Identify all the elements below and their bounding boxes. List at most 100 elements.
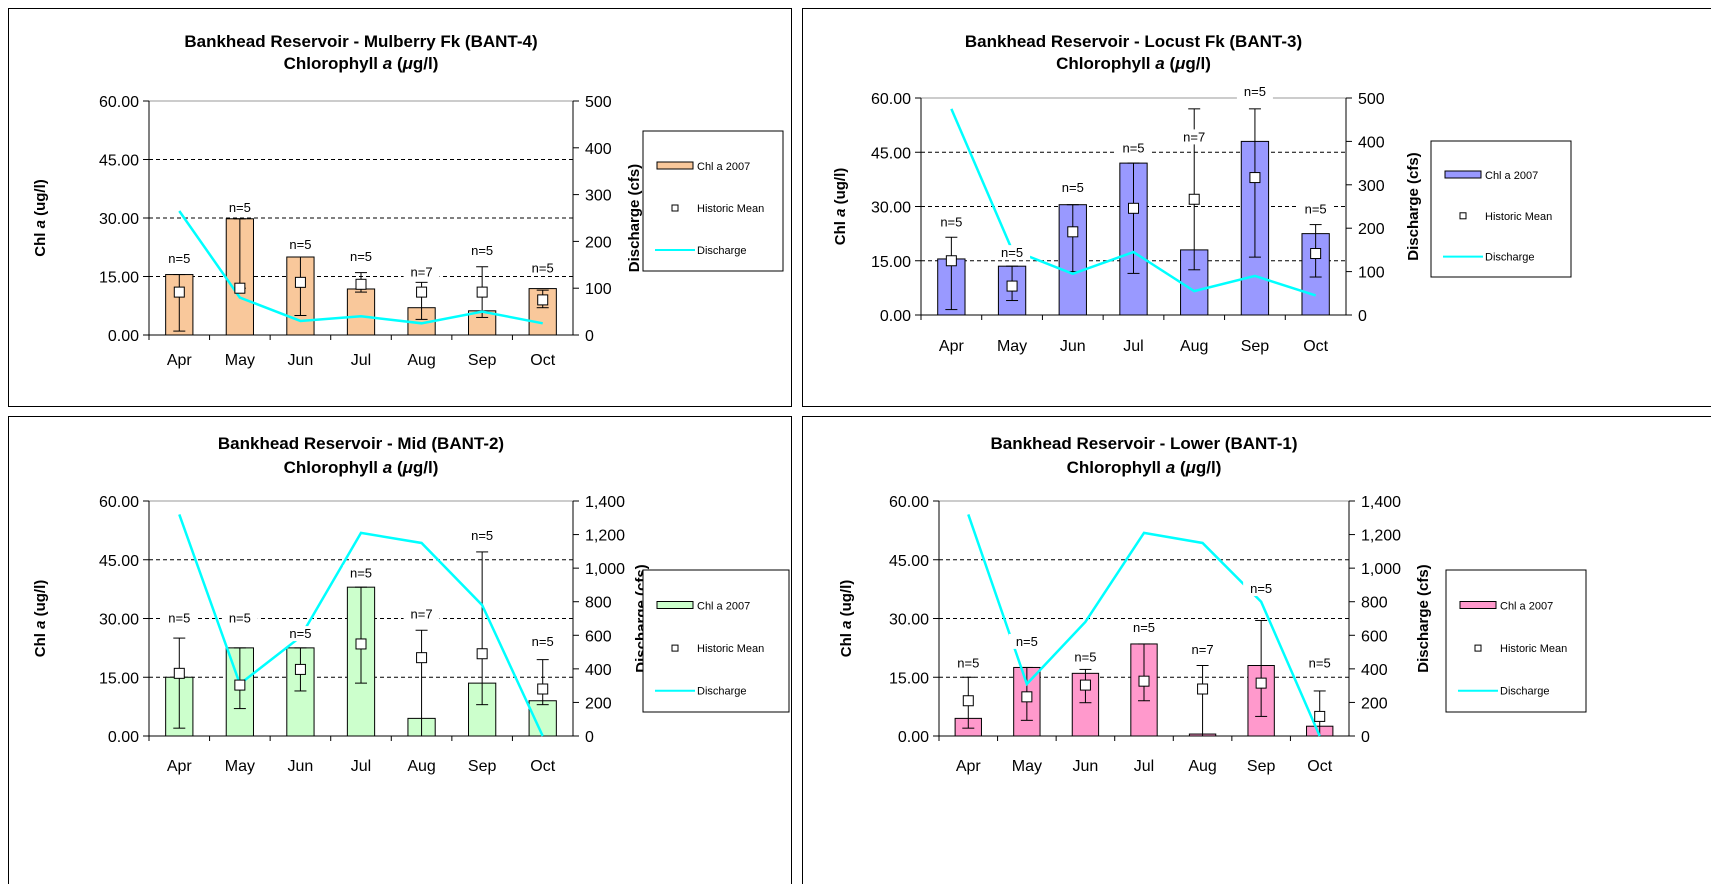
legend-bar-swatch [656,161,694,170]
chart-subtitle: Chlorophyll a (μg/l) [1056,54,1211,73]
legend-box [1445,569,1587,713]
subtitle-text: Chlorophyll [284,458,383,477]
y2-tick-label: 400 [585,141,612,158]
y2-tick-label: 200 [1358,221,1385,238]
legend-mean-swatch [1459,212,1467,220]
chart-svg-bant-4: Bankhead Reservoir - Mulberry Fk (BANT-4… [32,32,784,369]
historic-mean-marker [294,663,306,675]
y-axis-label: Chl a (ug/l) [832,168,849,246]
historic-mean-marker [1249,172,1261,184]
n-label-bg [161,610,198,626]
chart-subtitle: Chlorophyll a (μg/l) [284,54,439,73]
y-tick-label: 30.00 [889,612,929,629]
y-tick-label: 60.00 [99,494,139,511]
n-label: n=5 [1016,634,1038,649]
legend-mean-swatch [671,204,679,212]
y2-tick-label: 200 [585,234,612,251]
bar-oct [528,700,557,737]
chart-title: Bankhead Reservoir - Locust Fk (BANT-3) [965,32,1302,51]
legend-bar-swatch [1459,601,1497,609]
n-label-bg [464,243,501,259]
historic-mean-marker [1188,193,1200,205]
y-label-italic-a: a [32,220,49,228]
x-tick-label: Jun [288,352,314,369]
y2-tick-label: 100 [585,281,612,298]
y-tick-label: 0.00 [108,328,139,345]
n-label: n=5 [350,249,372,264]
y-tick-label: 60.00 [889,494,929,511]
y2-tick-label: 200 [585,695,612,712]
legend-box [1430,140,1572,278]
n-label: n=5 [289,237,311,252]
y2-tick-label: 0 [585,328,594,345]
y2-tick-label: 800 [585,595,612,612]
y-tick-label: 45.00 [871,145,911,162]
subtitle-italic-a: a [383,458,392,477]
subtitle-paren: ( [1175,458,1186,477]
legend-bar-label: Chl a 2007 [697,161,750,173]
historic-mean-marker [416,286,428,298]
x-tick-label: Aug [1180,338,1208,355]
legend-mean-label: Historic Mean [1485,211,1552,223]
historic-mean-marker [355,278,367,290]
n-label: n=5 [350,565,372,580]
n-label-bg [1243,581,1280,597]
y2-tick-label: 600 [1361,628,1388,645]
y2-tick-label: 1,200 [1361,528,1401,545]
n-label: n=5 [1001,245,1023,260]
legend-mean-swatch [1474,644,1482,652]
y-label-text: Chl [832,217,849,245]
y2-tick-label: 1,000 [1361,561,1401,578]
subtitle-unit: g/l) [413,458,439,477]
n-label: n=5 [1133,620,1155,635]
n-label-bg [343,565,379,581]
subtitle-mu: μ [402,54,414,73]
n-label: n=7 [1192,642,1214,657]
legend-mean-label: Historic Mean [1500,643,1567,655]
n-label: n=5 [289,626,311,641]
legend-mean-label: Historic Mean [697,643,764,655]
y-label-unit: (ug/l) [32,179,49,220]
x-tick-label: May [225,352,255,369]
n-label-bg [221,200,258,216]
n-label-bg [1115,140,1152,156]
x-tick-label: May [997,338,1027,355]
subtitle-italic-a: a [1166,458,1175,477]
n-label: n=5 [957,655,979,670]
historic-mean-marker [294,276,306,288]
y-tick-label: 60.00 [871,91,911,108]
y2-tick-label: 0 [585,729,594,746]
y-tick-label: 15.00 [99,270,139,287]
historic-mean-marker [1310,248,1322,260]
x-tick-label: Oct [1307,758,1332,775]
chart-title: Bankhead Reservoir - Lower (BANT-1) [990,434,1297,453]
n-label: n=5 [168,251,190,266]
legend-bar-swatch [1444,170,1482,179]
y2-tick-label: 1,200 [585,528,625,545]
legend-box [642,130,784,272]
y2-tick-label: 500 [585,94,612,111]
n-label-bg [1236,84,1273,100]
n-label-bg [343,248,379,264]
n-label-bg [933,214,970,230]
legend-line-label: Discharge [697,245,747,257]
historic-mean-marker [1021,691,1033,703]
y-label-unit: (ug/l) [32,580,49,621]
y-label-unit: (ug/l) [838,580,855,621]
n-label: n=5 [532,261,554,276]
discharge-line [178,210,543,325]
subtitle-unit: g/l) [413,54,439,73]
historic-mean-marker [173,286,185,298]
x-tick-label: Aug [1188,758,1216,775]
x-tick-label: Sep [468,758,497,775]
y2-tick-label: 1,400 [1361,494,1401,511]
subtitle-unit: g/l) [1196,458,1222,477]
y2-axis-label: Discharge (cfs) [626,164,643,272]
legend-bar-label: Chl a 2007 [1500,601,1553,613]
x-tick-label: Jul [351,758,371,775]
n-label: n=5 [168,610,190,625]
x-tick-label: May [1012,758,1042,775]
x-tick-label: Jul [1123,338,1143,355]
subtitle-paren: ( [392,458,403,477]
subtitle-italic-a: a [383,54,392,73]
